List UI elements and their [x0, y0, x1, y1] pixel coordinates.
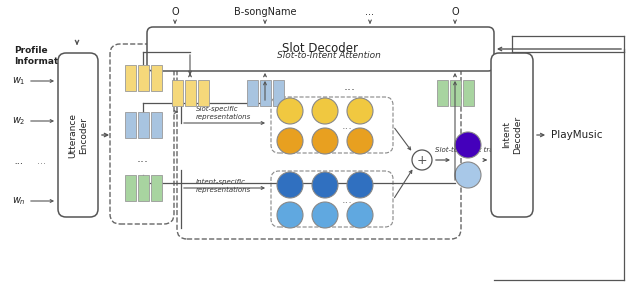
Text: Intent-specific
representations: Intent-specific representations — [196, 179, 252, 193]
Bar — [125, 112, 136, 138]
Circle shape — [455, 162, 481, 188]
Text: ...: ... — [137, 151, 149, 164]
Bar — [436, 80, 447, 106]
Bar — [246, 80, 257, 106]
Text: $w_1$: $w_1$ — [12, 75, 26, 87]
Circle shape — [347, 128, 373, 154]
Text: ...: ... — [14, 156, 24, 166]
Text: Profile
Information: Profile Information — [14, 46, 74, 66]
Text: Slot Decoder: Slot Decoder — [282, 43, 358, 56]
Text: PlayMusic: PlayMusic — [551, 130, 602, 140]
Bar — [172, 80, 182, 106]
FancyBboxPatch shape — [147, 27, 494, 71]
Text: B-songName: B-songName — [234, 7, 296, 17]
Text: Utterance
Encoder: Utterance Encoder — [68, 113, 88, 158]
Bar — [125, 175, 136, 201]
Circle shape — [277, 172, 303, 198]
Bar — [184, 80, 195, 106]
Bar — [138, 112, 148, 138]
Text: ...: ... — [342, 121, 353, 131]
Circle shape — [277, 98, 303, 124]
Circle shape — [412, 150, 432, 170]
Circle shape — [312, 202, 338, 228]
Text: ...: ... — [38, 156, 47, 166]
Bar — [150, 65, 161, 91]
Text: O: O — [451, 7, 459, 17]
Bar — [150, 175, 161, 201]
Bar — [198, 80, 209, 106]
Text: ...: ... — [342, 195, 353, 205]
Circle shape — [312, 172, 338, 198]
Text: Slot-specific
representations: Slot-specific representations — [196, 106, 252, 120]
Circle shape — [277, 202, 303, 228]
FancyBboxPatch shape — [58, 53, 98, 217]
Text: +: + — [417, 154, 428, 166]
Bar — [138, 175, 148, 201]
Text: O: O — [171, 7, 179, 17]
Circle shape — [347, 172, 373, 198]
Circle shape — [347, 98, 373, 124]
Bar — [463, 80, 474, 106]
Circle shape — [277, 128, 303, 154]
Circle shape — [455, 132, 481, 158]
Bar — [125, 65, 136, 91]
Text: Slot-to-Intent transfer↑: Slot-to-Intent transfer↑ — [435, 147, 517, 153]
Text: ...: ... — [365, 7, 374, 17]
Bar — [138, 65, 148, 91]
Text: $w_2$: $w_2$ — [12, 115, 26, 127]
Circle shape — [312, 98, 338, 124]
Text: $w_n$: $w_n$ — [12, 195, 26, 207]
Text: Intent
Decoder: Intent Decoder — [502, 116, 522, 154]
Bar — [150, 112, 161, 138]
Bar — [273, 80, 284, 106]
Bar — [259, 80, 271, 106]
Bar — [449, 80, 461, 106]
Circle shape — [347, 202, 373, 228]
Circle shape — [312, 128, 338, 154]
FancyBboxPatch shape — [491, 53, 533, 217]
Text: ...: ... — [344, 79, 356, 92]
Text: Slot-to-Intent Attention: Slot-to-Intent Attention — [277, 52, 381, 60]
